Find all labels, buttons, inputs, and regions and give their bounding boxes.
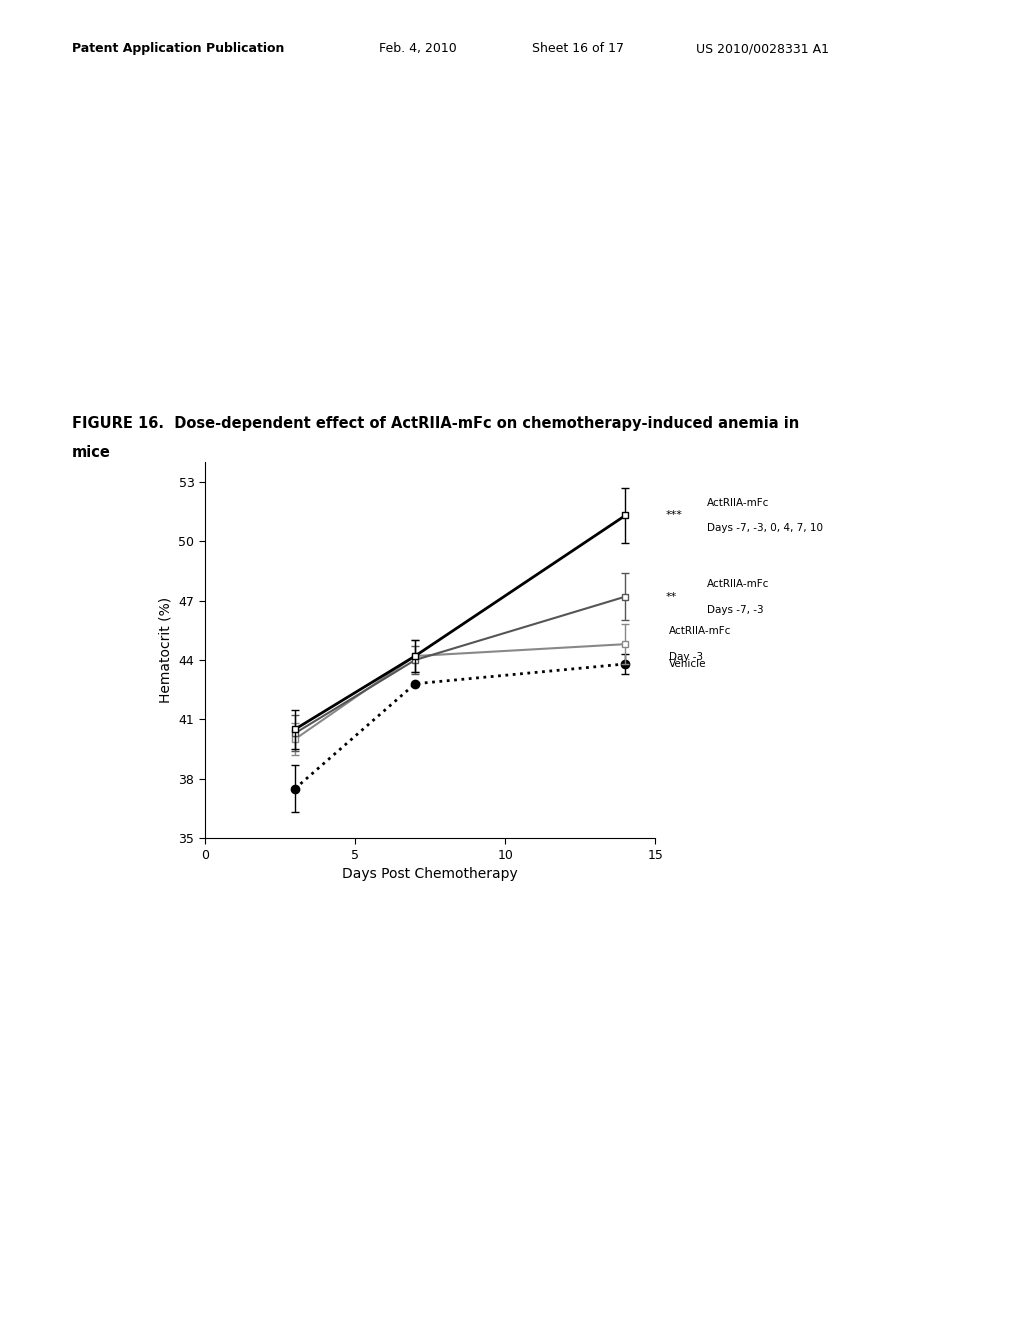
- Text: ***: ***: [666, 511, 682, 520]
- Text: Vehicle: Vehicle: [669, 659, 707, 669]
- Y-axis label: Hematocrit (%): Hematocrit (%): [159, 597, 173, 704]
- Text: **: **: [666, 591, 677, 602]
- Text: ActRIIA-mFc: ActRIIA-mFc: [707, 498, 769, 508]
- X-axis label: Days Post Chemotherapy: Days Post Chemotherapy: [342, 867, 518, 882]
- Text: FIGURE 16.  Dose-dependent effect of ActRIIA-mFc on chemotherapy-induced anemia : FIGURE 16. Dose-dependent effect of ActR…: [72, 416, 799, 430]
- Text: ActRIIA-mFc: ActRIIA-mFc: [707, 578, 769, 589]
- Text: US 2010/0028331 A1: US 2010/0028331 A1: [696, 42, 829, 55]
- Text: ActRIIA-mFc: ActRIIA-mFc: [669, 626, 731, 636]
- Text: Days -7, -3: Days -7, -3: [707, 605, 763, 615]
- Text: Days -7, -3, 0, 4, 7, 10: Days -7, -3, 0, 4, 7, 10: [707, 524, 822, 533]
- Text: Day -3: Day -3: [669, 652, 702, 663]
- Text: Sheet 16 of 17: Sheet 16 of 17: [532, 42, 625, 55]
- Text: mice: mice: [72, 445, 111, 459]
- Text: Feb. 4, 2010: Feb. 4, 2010: [379, 42, 457, 55]
- Text: Patent Application Publication: Patent Application Publication: [72, 42, 284, 55]
